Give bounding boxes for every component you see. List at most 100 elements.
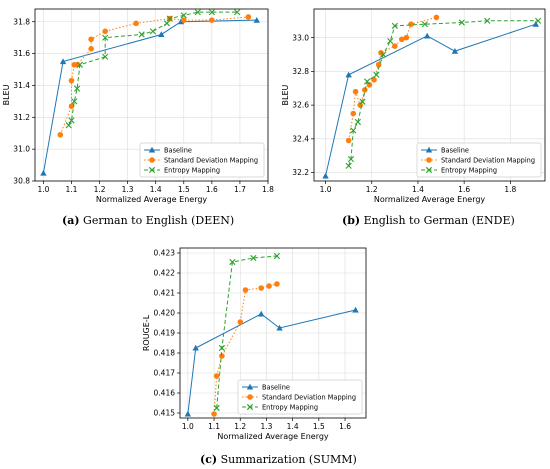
data-point: [71, 98, 78, 105]
legend-label: Standard Deviation Mapping: [164, 156, 258, 164]
data-point: [211, 411, 217, 417]
y-tick-label: 33.0: [292, 33, 309, 42]
x-axis-label: Normalized Average Energy: [217, 432, 329, 441]
legend-entry: Entropy Mapping: [144, 166, 220, 174]
series-line: [348, 20, 539, 166]
data-point: [242, 287, 249, 293]
y-tick-label: 31.6: [13, 49, 30, 58]
data-point: [253, 16, 260, 23]
data-point: [158, 31, 165, 38]
data-point: [74, 85, 81, 92]
data-point: [458, 19, 465, 26]
x-tick-label: 1.0: [320, 185, 332, 194]
data-point: [484, 17, 491, 24]
data-point: [68, 117, 75, 124]
data-point: [266, 283, 272, 289]
legend-label: Baseline: [164, 146, 192, 154]
legend-label: Baseline: [262, 383, 290, 391]
data-point: [88, 36, 94, 43]
data-point: [322, 172, 329, 179]
plot-frame: [313, 8, 546, 182]
data-point: [392, 43, 398, 49]
caption-c: (c) Summarization (SUMM): [200, 453, 357, 466]
data-point: [59, 58, 67, 65]
x-tick-label: 1.2: [366, 185, 378, 194]
y-tick-label: 32.2: [292, 168, 309, 177]
y-tick-label: 32.6: [292, 101, 309, 110]
data-point: [398, 36, 405, 43]
data-point: [364, 78, 371, 85]
data-point: [273, 252, 281, 260]
legend-entry: Standard Deviation Mapping: [242, 393, 356, 401]
data-point: [380, 51, 387, 58]
data-point: [534, 17, 542, 24]
y-axis-label: ROUGE-L: [142, 314, 151, 351]
y-tick-label: 31.8: [13, 17, 30, 26]
data-point: [40, 169, 47, 176]
data-point: [102, 34, 109, 41]
data-point: [133, 20, 139, 27]
legend-label: Standard Deviation Mapping: [441, 156, 535, 164]
x-tick-label: 1.3: [122, 185, 134, 194]
chart-2: 1.0 1.2 1.4 1.6 1.8 32.2 32.4 32.6 32.8 33.0 Norma…: [281, 8, 546, 204]
y-tick-label: 32.4: [292, 134, 309, 143]
x-tick-label: 1.1: [66, 185, 78, 194]
data-point: [102, 28, 108, 35]
data-point: [163, 20, 171, 27]
data-point: [274, 281, 280, 287]
data-point: [258, 310, 265, 317]
x-axis-label: Normalized Average Energy: [374, 195, 486, 204]
data-point: [88, 46, 94, 52]
data-point: [65, 122, 72, 129]
data-point: [213, 373, 220, 379]
y-axis-label: BLEU: [281, 84, 290, 105]
caption-a: (a) German to English (DEEN): [62, 214, 234, 227]
legend-box: [416, 142, 542, 178]
series-line: [348, 16, 437, 141]
data-point: [350, 110, 357, 117]
data-point: [57, 132, 64, 138]
data-point: [68, 77, 75, 84]
data-point: [408, 21, 414, 27]
series-entropy-mapping: [213, 252, 281, 412]
legend-marker: [246, 403, 254, 411]
x-tick-label: 1.6: [206, 185, 218, 194]
y-tick-label: 0.416: [154, 389, 176, 398]
legend-entry: Baseline: [144, 146, 192, 154]
data-point: [166, 15, 173, 22]
data-point: [354, 118, 361, 126]
series-standard-deviation-mapping: [345, 14, 440, 144]
data-point: [76, 61, 84, 68]
data-point: [245, 14, 252, 20]
data-point: [352, 88, 359, 95]
legend-entry: Entropy Mapping: [421, 166, 497, 174]
data-point: [213, 404, 220, 412]
x-tick-label: 1.2: [234, 422, 246, 431]
y-axis-label: BLEU: [2, 84, 11, 105]
data-point: [180, 12, 187, 19]
data-point: [350, 127, 357, 134]
y-tick-label: 0.419: [154, 329, 176, 338]
data-point: [352, 306, 359, 313]
x-tick-label: 1.2: [94, 185, 106, 194]
series-entropy-mapping: [345, 17, 542, 169]
data-point: [258, 285, 265, 291]
legend-box: [139, 142, 265, 178]
series-baseline: [40, 16, 260, 176]
legend-marker: [148, 166, 156, 174]
x-tick-label: 1.4: [150, 185, 162, 194]
caption-b: (b) English to German (ENDE): [342, 214, 515, 227]
data-point: [74, 61, 80, 68]
y-tick-label: 0.417: [154, 369, 176, 378]
x-tick-label: 1.1: [208, 422, 220, 431]
y-tick-label: 0.422: [154, 269, 176, 278]
data-point: [387, 37, 394, 45]
legend-marker: [426, 157, 432, 163]
data-point: [347, 155, 355, 163]
caption-a-text: German to English (DEEN): [83, 214, 235, 227]
legend-marker: [247, 394, 253, 400]
data-point: [180, 17, 187, 23]
chart-1: 1.0 1.1 1.2 1.3 1.4 1.5 1.6 1.7 1.8 30.8 31.0 31.2 3…: [2, 8, 274, 204]
data-point: [208, 9, 215, 16]
legend: Baseline Standard Deviation Mapping Entrop…: [237, 379, 363, 415]
